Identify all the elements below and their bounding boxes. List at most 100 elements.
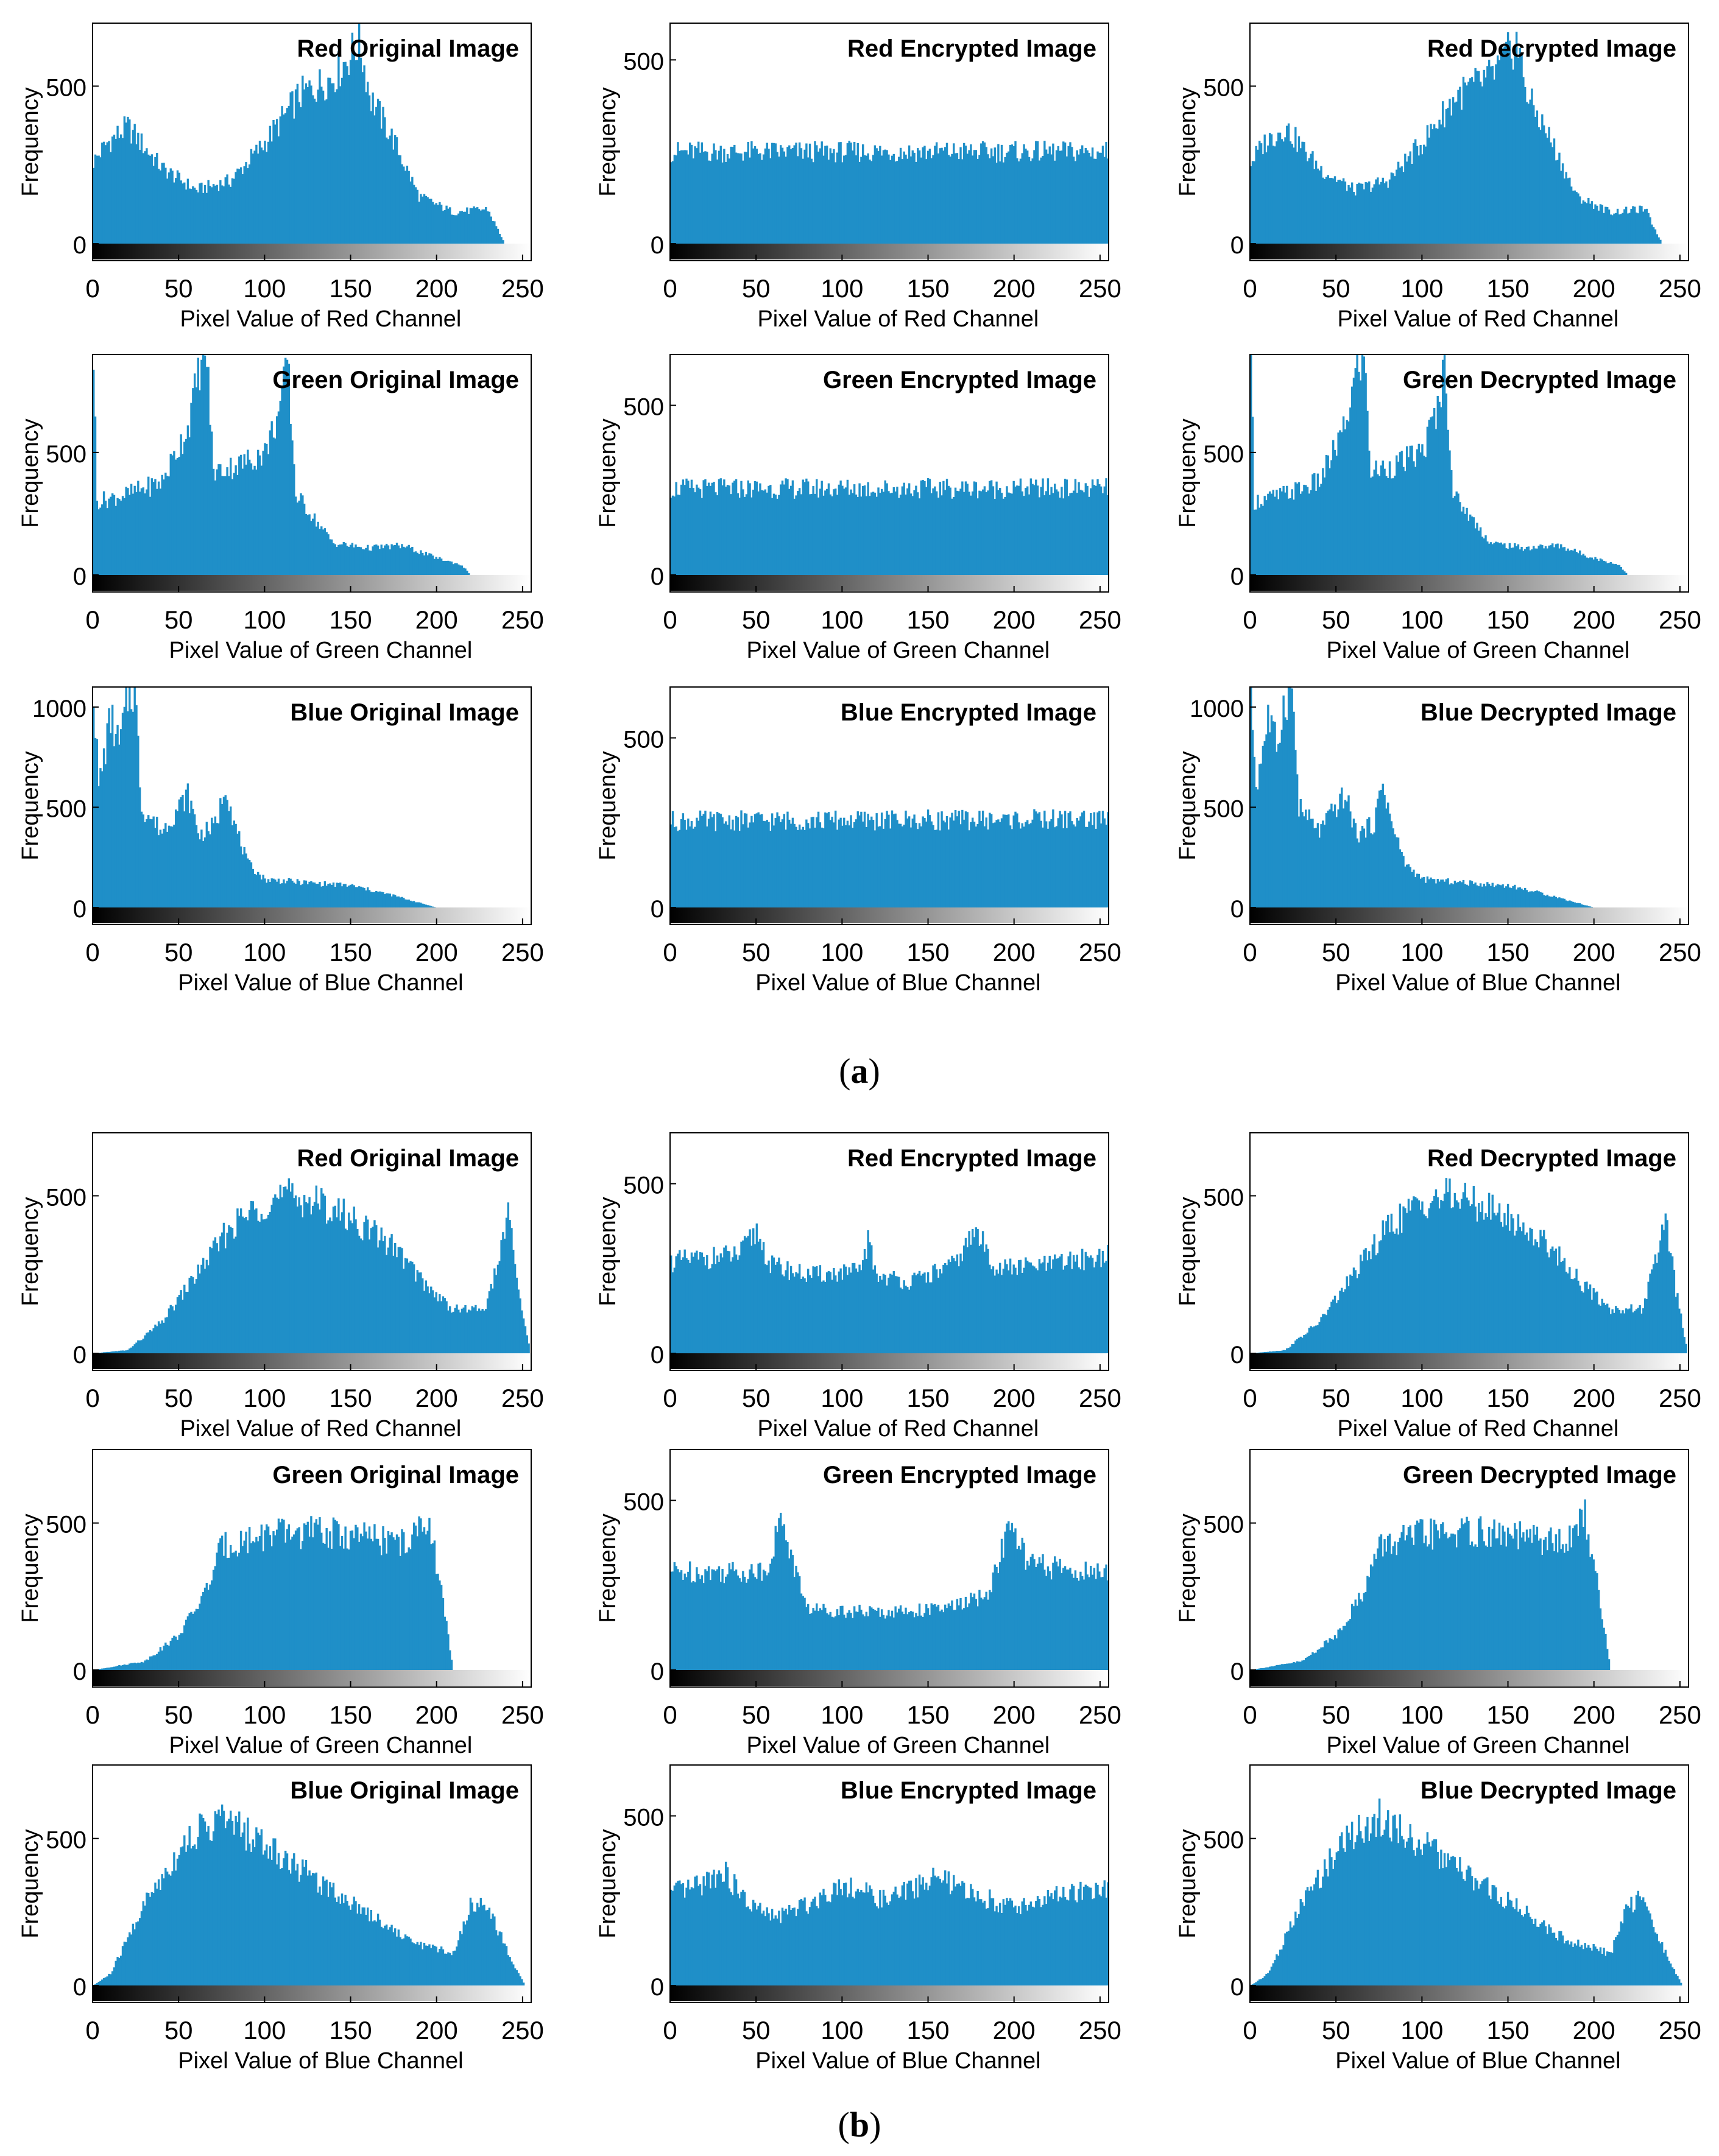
- chart-title: Red Encrypted Image: [847, 1145, 1096, 1172]
- x-tick-label: 0: [663, 938, 677, 967]
- x-tick-label: 150: [1486, 274, 1529, 303]
- x-tick-label: 100: [243, 1700, 286, 1729]
- x-tick-label: 100: [1400, 1384, 1443, 1412]
- y-tick-label: 500: [623, 394, 664, 421]
- x-tick-label: 100: [243, 1384, 286, 1412]
- x-tick-label: 150: [329, 1700, 372, 1729]
- bar-series: [670, 809, 1109, 907]
- grayscale-colorbar: [93, 244, 531, 259]
- chart-title: Red Original Image: [297, 35, 519, 62]
- bar-series: [94, 1516, 453, 1670]
- grayscale-colorbar: [670, 244, 1109, 259]
- grayscale-colorbar: [670, 1670, 1109, 1686]
- x-axis-label: Pixel Value of Red Channel: [757, 306, 1039, 332]
- y-tick-label: 0: [651, 563, 664, 590]
- x-tick-label: 150: [329, 938, 372, 967]
- x-tick-label: 100: [243, 605, 286, 634]
- y-tick-label: 1000: [1190, 696, 1244, 722]
- x-tick-label: 0: [663, 1700, 677, 1729]
- grayscale-colorbar: [1250, 244, 1689, 259]
- x-tick-label: 250: [501, 274, 544, 303]
- bar-series: [1252, 1798, 1682, 1985]
- y-axis-label: Frequency: [18, 1829, 43, 1939]
- x-tick-label: 200: [993, 938, 1036, 967]
- x-axis-label: Pixel Value of Green Channel: [1326, 638, 1629, 663]
- histogram-bar: [1680, 1983, 1682, 1985]
- x-tick-label: 250: [1659, 605, 1701, 634]
- x-axis-label: Pixel Value of Blue Channel: [1335, 2048, 1620, 2074]
- grayscale-colorbar: [93, 575, 531, 591]
- y-tick-label: 500: [46, 1827, 86, 1854]
- x-tick-label: 200: [1573, 1384, 1615, 1412]
- x-tick-label: 100: [1400, 2016, 1443, 2045]
- x-tick-label: 200: [993, 2016, 1036, 2045]
- y-axis-label: Frequency: [1175, 1513, 1201, 1623]
- x-tick-label: 0: [663, 605, 677, 634]
- x-tick-label: 200: [993, 605, 1036, 634]
- x-tick-label: 50: [1322, 274, 1350, 303]
- x-tick-label: 150: [329, 605, 372, 634]
- x-tick-label: 250: [1079, 1384, 1121, 1412]
- y-tick-label: 500: [46, 74, 86, 101]
- x-tick-label: 200: [415, 1700, 458, 1729]
- chart-title: Blue Decrypted Image: [1421, 1777, 1676, 1804]
- y-tick-label: 0: [1230, 1342, 1244, 1369]
- y-axis-label: Frequency: [595, 1829, 621, 1939]
- histogram-bar: [451, 1660, 453, 1670]
- chart-title: Green Original Image: [272, 367, 519, 393]
- y-axis-label: Frequency: [1175, 751, 1201, 861]
- y-axis-label: Frequency: [595, 1197, 621, 1306]
- y-tick-label: 500: [623, 1805, 664, 1831]
- x-tick-label: 250: [1659, 938, 1701, 967]
- x-tick-label: 200: [1573, 274, 1615, 303]
- x-tick-label: 250: [501, 2016, 544, 2045]
- y-axis-label: Frequency: [1175, 1197, 1201, 1306]
- x-tick-label: 200: [415, 274, 458, 303]
- x-tick-label: 100: [821, 605, 863, 634]
- bar-series: [1252, 1499, 1610, 1670]
- x-tick-label: 50: [742, 2016, 771, 2045]
- x-axis-label: Pixel Value of Green Channel: [169, 1733, 472, 1758]
- histogram-bar: [1608, 1659, 1610, 1670]
- x-tick-label: 50: [1322, 938, 1350, 967]
- x-tick-label: 0: [85, 605, 99, 634]
- histogram-bar: [1625, 573, 1627, 575]
- x-tick-label: 100: [1400, 274, 1443, 303]
- bar-series: [670, 478, 1109, 575]
- y-tick-label: 500: [46, 1512, 86, 1538]
- y-tick-label: 0: [651, 1974, 664, 2001]
- x-tick-label: 250: [1079, 2016, 1121, 2045]
- x-tick-label: 50: [164, 274, 193, 303]
- chart-title: Blue Original Image: [290, 1777, 519, 1804]
- y-axis-label: Frequency: [595, 87, 621, 197]
- y-tick-label: 500: [46, 795, 86, 822]
- x-tick-label: 0: [1243, 274, 1257, 303]
- chart-title: Green Decrypted Image: [1403, 1462, 1676, 1488]
- x-tick-label: 200: [993, 1384, 1036, 1412]
- y-tick-label: 500: [46, 1184, 86, 1211]
- grayscale-colorbar: [670, 575, 1109, 591]
- x-tick-label: 100: [821, 1384, 863, 1412]
- x-tick-label: 250: [1659, 1700, 1701, 1729]
- chart-title: Green Original Image: [272, 1462, 519, 1488]
- grayscale-colorbar: [670, 1985, 1109, 2001]
- x-axis-label: Pixel Value of Blue Channel: [1335, 970, 1620, 996]
- x-tick-label: 250: [1079, 605, 1121, 634]
- y-axis-label: Frequency: [18, 751, 43, 861]
- x-tick-label: 100: [243, 2016, 286, 2045]
- x-tick-label: 250: [501, 1700, 544, 1729]
- x-tick-label: 150: [906, 1384, 949, 1412]
- x-tick-label: 150: [1486, 1384, 1529, 1412]
- x-tick-label: 50: [1322, 1700, 1350, 1729]
